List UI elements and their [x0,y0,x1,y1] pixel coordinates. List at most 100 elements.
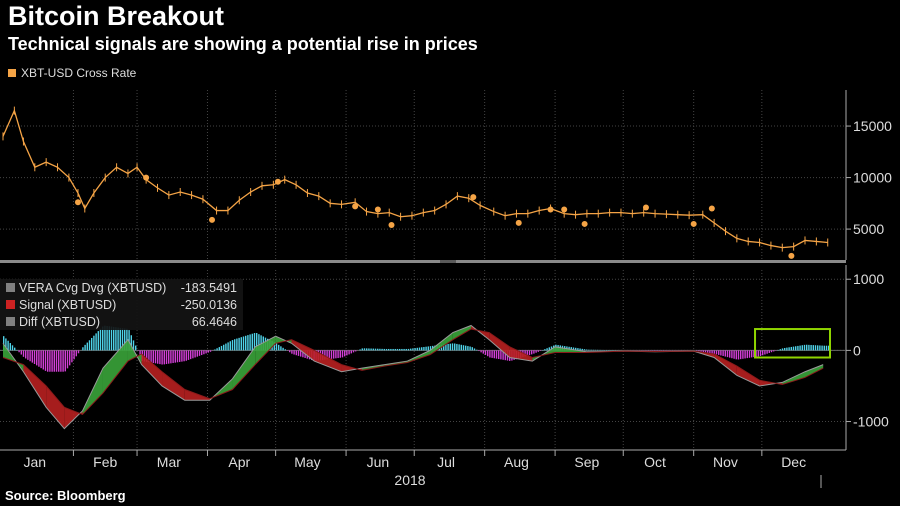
diff-histogram-bar [168,350,170,364]
diff-histogram-bar [597,349,599,351]
diff-histogram-bar [84,344,86,351]
diff-histogram-bar [570,347,572,351]
price-signal-marker [209,216,216,223]
price-signal-marker [788,252,795,259]
vera-value: -183.5491 [180,280,237,295]
diff-histogram-bar [709,350,711,354]
diff-histogram-bar [476,349,478,351]
diff-histogram-bar [572,347,575,351]
signal-value: -250.0136 [180,297,237,312]
diff-histogram-bar [159,350,161,365]
diff-histogram-bar [73,350,75,360]
diff-histogram-bar [249,334,251,351]
diff-histogram-bar [379,348,381,351]
diff-histogram-bar [819,345,821,351]
price-tick-label: 5000 [853,221,884,237]
diff-histogram-bar [62,350,64,372]
diff-histogram-bar [399,348,401,351]
signal-swatch [6,300,15,309]
diff-histogram-bar [251,333,253,351]
diff-histogram-bar [583,349,586,351]
vera-signal-ribbon [46,385,65,429]
diff-histogram-bar [390,348,392,351]
diff-histogram-bar [698,350,700,352]
diff-histogram-bar [36,350,38,366]
diff-histogram-bar [247,335,249,351]
diff-histogram-bar [227,342,229,351]
diff-histogram-bar [715,350,718,355]
diff-histogram-bar [18,350,20,353]
diff-histogram-bar [346,350,348,356]
diff-histogram-bar [273,342,275,351]
legend-row-signal: Signal (XBTUSD) -250.0136 [0,296,243,313]
diff-histogram-bar [504,350,506,361]
diff-histogram-bar [104,325,106,351]
diff-histogram-bar [181,350,183,362]
diff-histogram-bar [203,350,205,355]
price-signal-marker [547,206,554,213]
diff-histogram-bar [588,349,590,351]
diff-histogram-bar [806,344,808,351]
diff-histogram-bar [256,333,258,351]
diff-histogram-bar [586,349,588,351]
diff-histogram-bar [216,348,218,351]
diff-histogram-bar [150,350,152,363]
diff-histogram-bar [537,350,539,352]
indicator-tick-label: 0 [853,342,861,358]
vera-signal-ribbon [162,371,185,401]
diff-histogram-bar [278,344,280,351]
diff-histogram-bar [93,335,95,351]
diff-histogram-bar [352,350,355,353]
diff-histogram-bar [535,350,537,353]
diff-histogram-bar [737,350,740,360]
price-signal-marker [274,178,281,185]
diff-histogram-bar [788,347,790,351]
price-signal-marker [642,204,649,211]
vera-signal-ribbon [805,364,824,378]
diff-histogram-bar [47,350,49,372]
diff-histogram-bar [546,348,548,351]
diff-histogram-bar [339,350,341,358]
diff-histogram-bar [102,326,104,351]
diff-histogram-bar [799,345,801,351]
diff-histogram-bar [418,347,421,351]
diff-histogram-bar [454,343,456,351]
price-line [2,108,828,249]
diff-histogram-bar [229,341,231,351]
month-label-nov: Nov [713,454,738,470]
diff-histogram-bar [64,350,66,372]
diff-histogram-bar [487,350,489,357]
indicator-legend: VERA Cvg Dvg (XBTUSD) -183.5491 Signal (… [0,279,243,330]
diff-histogram-bar [531,350,533,355]
price-signal-marker [388,221,395,228]
diff-histogram-bar [297,350,300,356]
diff-histogram-bar [207,350,209,353]
diff-histogram-bar [748,350,751,358]
diff-histogram-bar [284,349,286,351]
diff-histogram-bar [821,345,823,351]
chart-subtitle: Technical signals are showing a potentia… [8,34,478,54]
indicator-tick-label: 1000 [853,271,884,287]
diff-histogram-bar [412,348,414,351]
diff-histogram-bar [333,350,335,359]
diff-histogram-bar [814,345,817,351]
month-label-oct: Oct [644,454,666,470]
month-label-feb: Feb [93,454,117,470]
diff-histogram-bar [449,343,451,351]
diff-histogram-bar [467,346,469,351]
diff-histogram-bar [27,350,29,360]
diff-histogram-bar [718,350,720,355]
month-label-dec: Dec [781,454,806,470]
diff-histogram-bar [370,348,372,351]
diff-histogram-bar [707,350,709,353]
vera-swatch [6,283,15,292]
diff-histogram-bar [172,350,174,363]
price-signal-marker [581,220,588,227]
chart-title: Bitcoin Breakout [8,1,225,31]
diff-histogram-bar [42,350,44,370]
diff-histogram-bar [337,350,339,359]
diff-histogram-bar [201,350,203,356]
diff-histogram-bar [790,346,792,351]
diff-histogram-bar [592,349,594,351]
diff-histogram-bar [363,348,366,351]
